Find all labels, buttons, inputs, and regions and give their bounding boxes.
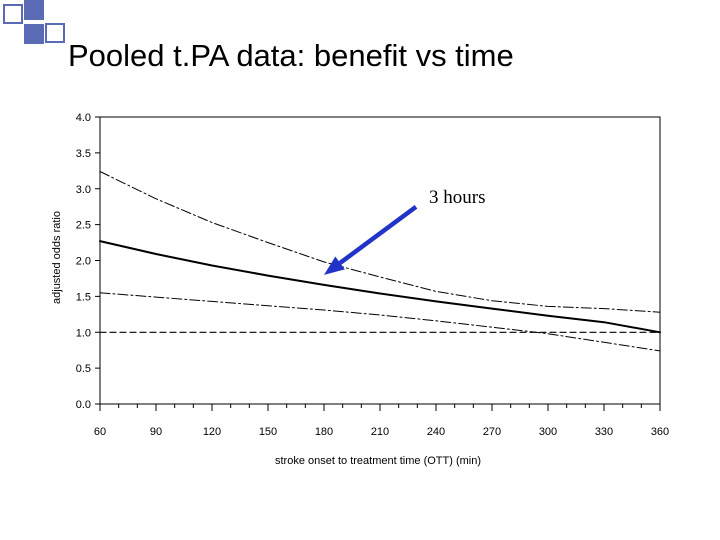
decorative-squares bbox=[3, 0, 65, 44]
deco-square-outline-2 bbox=[45, 23, 65, 43]
deco-square-filled-1 bbox=[24, 0, 44, 20]
x-tick-label: 180 bbox=[315, 426, 333, 438]
y-tick-label: 1.5 bbox=[76, 291, 91, 303]
x-tick-label: 120 bbox=[203, 426, 221, 438]
x-tick-label: 150 bbox=[259, 426, 277, 438]
x-tick-label: 90 bbox=[150, 426, 162, 438]
x-tick-label: 270 bbox=[483, 426, 501, 438]
y-tick-label: 2.0 bbox=[76, 256, 91, 268]
annotation-layer: 3 hours bbox=[324, 187, 485, 275]
series-line-dash-dot bbox=[99, 292, 661, 352]
y-tick-label: 4.0 bbox=[76, 112, 91, 124]
y-tick-label: 1.0 bbox=[76, 327, 91, 339]
series-line-solid bbox=[99, 240, 661, 334]
y-axis-ticks: 0.0 0.5 1.0 1.5 2.0 2.5 3.0 3.5 4.0 bbox=[76, 112, 100, 411]
series-layer bbox=[99, 171, 661, 352]
series-line-dash-dot bbox=[99, 171, 661, 313]
x-tick-label: 60 bbox=[94, 426, 106, 438]
y-axis-title: adjusted odds ratio bbox=[51, 211, 63, 304]
x-axis-title: stroke onset to treatment time (OTT) (mi… bbox=[275, 455, 481, 467]
x-tick-label: 240 bbox=[427, 426, 445, 438]
x-tick-label: 210 bbox=[371, 426, 389, 438]
x-tick-label: 360 bbox=[651, 426, 669, 438]
x-tick-label: 300 bbox=[539, 426, 557, 438]
y-tick-label: 2.5 bbox=[76, 220, 91, 232]
deco-square-filled-2 bbox=[24, 24, 44, 44]
deco-square-outline-1 bbox=[3, 4, 23, 24]
annotation-label: 3 hours bbox=[429, 187, 485, 208]
y-tick-label: 3.5 bbox=[76, 148, 91, 160]
slide-title: Pooled t.PA data: benefit vs time bbox=[68, 38, 514, 73]
x-tick-label: 330 bbox=[595, 426, 613, 438]
y-tick-label: 3.0 bbox=[76, 184, 91, 196]
y-tick-label: 0.5 bbox=[76, 363, 91, 375]
y-tick-label: 0.0 bbox=[76, 399, 91, 411]
annotation-arrow-shaft bbox=[338, 205, 418, 265]
x-axis-ticks: 60 90 120 150 180 210 240 270 300 330 360 bbox=[94, 404, 669, 438]
annotation-arrow-head bbox=[324, 256, 345, 275]
